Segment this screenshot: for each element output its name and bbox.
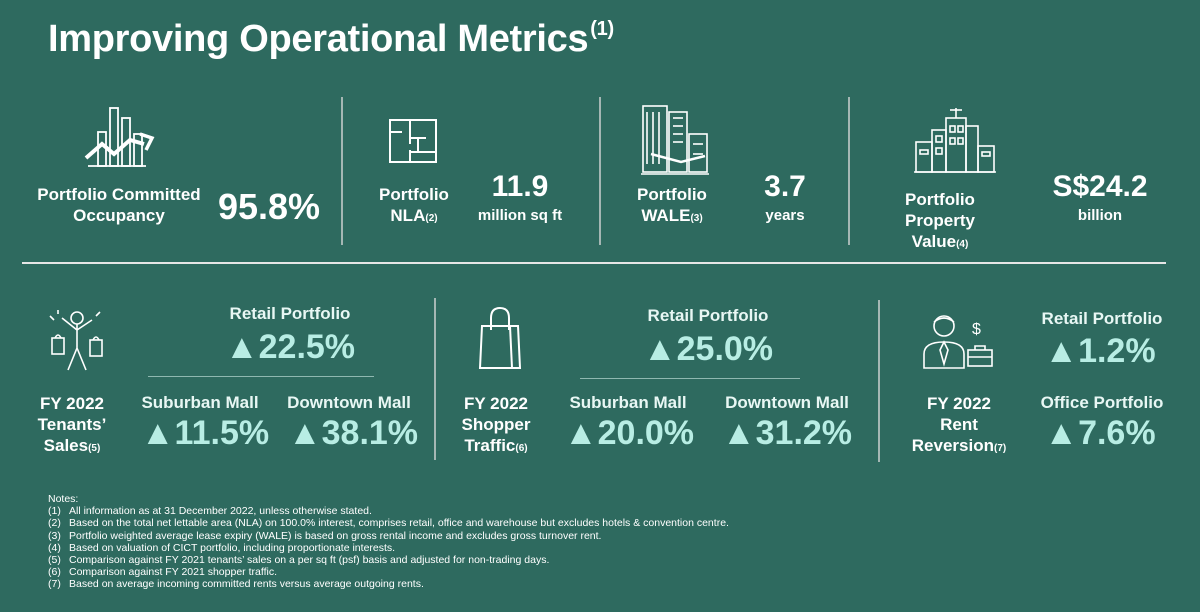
shopper-with-bags-icon <box>46 308 108 379</box>
footnote-number: (4) <box>48 541 61 554</box>
property-value-value: S$24.2 <box>1052 170 1148 203</box>
shopper-traffic-retail-value: ▲25.0% <box>642 330 774 368</box>
section-divider <box>22 262 1166 264</box>
svg-text:$: $ <box>972 321 981 338</box>
shopper-traffic-downtown-value: ▲31.2% <box>721 414 853 452</box>
footnote-item: (2) Based on the total net lettable area … <box>48 517 729 529</box>
rent-reversion-retail-label: Retail Portfolio <box>1041 309 1163 328</box>
footnote-item: (4) Based on valuation of CICT portfolio,… <box>48 542 729 554</box>
nla-label: Portfolio NLA(2) <box>379 185 449 225</box>
tenant-sales-suburban-label: Suburban Mall <box>141 393 259 412</box>
footnote-number: (2) <box>48 517 61 530</box>
buildings-icon <box>641 104 709 181</box>
rent-reversion-retail-value: ▲1.2% <box>1044 332 1156 370</box>
footnote-item: (1) All information as at 31 December 202… <box>48 505 729 517</box>
shopper-traffic-suburban-label: Suburban Mall <box>569 393 687 412</box>
rent-reversion-office-label: Office Portfolio <box>1040 393 1164 412</box>
footnote-number: (7) <box>48 578 61 591</box>
shopper-traffic-suburban-value: ▲20.0% <box>563 414 695 452</box>
city-skyline-icon <box>914 106 996 179</box>
footnote-item: (6) Comparison against FY 2021 shopper tr… <box>48 566 729 578</box>
shopping-bag-icon <box>478 306 522 375</box>
occupancy-label: Portfolio Committed Occupancy <box>37 185 201 225</box>
footnote-text: Based on the total net lettable area (NL… <box>69 517 729 530</box>
rent-reversion-office-value: ▲7.6% <box>1044 414 1156 452</box>
footnote-number: (6) <box>48 566 61 579</box>
floor-plan-icon <box>388 118 438 169</box>
footnote-number: (5) <box>48 554 61 567</box>
tenant-sales-retail-label: Retail Portfolio <box>229 304 351 323</box>
notes-heading: Notes: <box>48 493 79 505</box>
shopper-traffic-retail-label: Retail Portfolio <box>647 306 769 325</box>
sub-divider <box>148 376 374 377</box>
sub-divider <box>580 378 800 379</box>
footnotes: Notes: (1) All information as at 31 Decem… <box>48 493 729 591</box>
footnote-text: Based on valuation of CICT portfolio, in… <box>69 541 396 554</box>
nla-unit: million sq ft <box>477 207 563 224</box>
divider <box>848 97 850 245</box>
footnote-number: (1) <box>48 505 61 518</box>
footnote-text: Portfolio weighted average lease expiry … <box>69 529 602 542</box>
nla-value: 11.9 <box>491 170 549 203</box>
wale-unit: years <box>765 207 805 224</box>
footnote-text: All information as at 31 December 2022, … <box>69 505 372 518</box>
tenant-sales-suburban-value: ▲11.5% <box>140 414 270 452</box>
rent-reversion-label: FY 2022 Rent Reversion(7) <box>911 394 1007 455</box>
footnote-item: (7) Based on average incoming committed r… <box>48 578 729 590</box>
property-value-unit: billion <box>1077 207 1123 224</box>
title-footnote: (1) <box>590 18 614 40</box>
footnote-text: Comparison against FY 2021 tenants’ sale… <box>69 554 550 567</box>
footnote-number: (3) <box>48 529 61 542</box>
tenant-sales-downtown-value: ▲38.1% <box>287 414 419 452</box>
wale-label: Portfolio WALE(3) <box>637 185 707 225</box>
bar-chart-growth-icon <box>84 104 155 175</box>
property-value-label: Portfolio Property Value(4) <box>905 190 975 251</box>
footnote-item: (3) Portfolio weighted average lease expi… <box>48 530 729 542</box>
footnote-item: (5) Comparison against FY 2021 tenants’ s… <box>48 554 729 566</box>
tenant-sales-downtown-label: Downtown Mall <box>287 393 411 412</box>
tenant-sales-retail-value: ▲22.5% <box>224 328 356 366</box>
businessman-dollar-icon: $ <box>920 312 996 375</box>
divider <box>434 298 436 460</box>
footnote-text: Based on average incoming committed rent… <box>69 578 424 591</box>
wale-value: 3.7 <box>764 170 806 203</box>
divider <box>878 300 880 462</box>
divider <box>599 97 601 245</box>
footnote-text: Comparison against FY 2021 shopper traff… <box>69 566 277 579</box>
divider <box>341 97 343 245</box>
shopper-traffic-downtown-label: Downtown Mall <box>725 393 849 412</box>
occupancy-value: 95.8% <box>217 186 321 227</box>
page-title: Improving Operational Metrics (1) <box>48 18 614 60</box>
tenant-sales-label: FY 2022 Tenants’ Sales(5) <box>37 394 107 455</box>
shopper-traffic-label: FY 2022 Shopper Traffic(6) <box>461 394 531 455</box>
